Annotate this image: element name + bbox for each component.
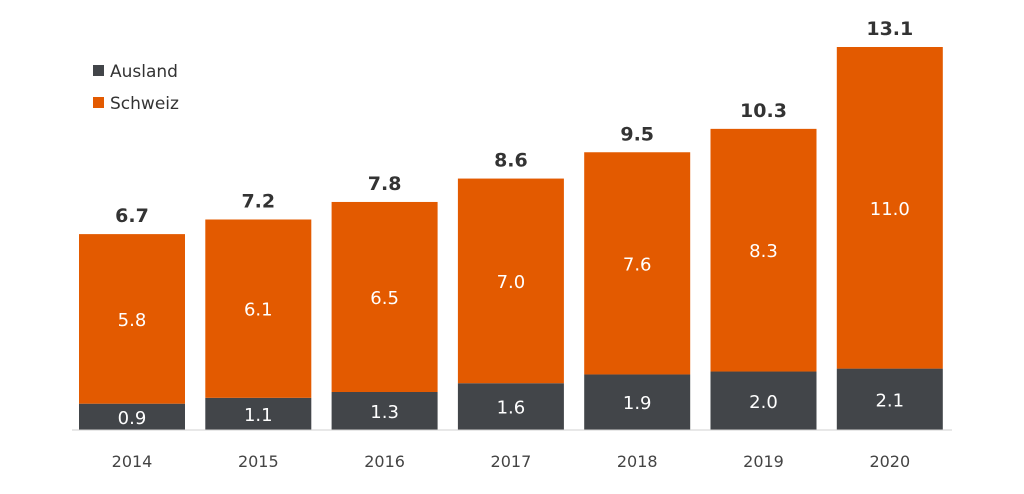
data-label-schweiz-2018: 7.6 (623, 254, 652, 275)
data-label-schweiz-2019: 8.3 (749, 241, 778, 262)
data-label-schweiz-2015: 6.1 (244, 300, 273, 321)
bar-ausland-2014 (79, 403, 185, 430)
bar-schweiz-2020 (836, 47, 943, 369)
data-label-schweiz-2020: 11.0 (870, 199, 910, 220)
legend-label-ausland: Ausland (110, 62, 178, 82)
x-tick-label-2020: 2020 (869, 452, 910, 471)
data-label-ausland-2015: 1.1 (244, 405, 273, 426)
x-axis-ticks: 2014 2015 2016 2017 2018 2019 2020 (112, 452, 911, 471)
bar-schweiz-2014 (79, 234, 185, 404)
bar-schweiz-2018 (584, 152, 691, 375)
data-label-schweiz-2016: 6.5 (370, 288, 399, 309)
bar-schweiz-2019 (710, 128, 817, 372)
bar-ausland-2015 (205, 397, 312, 430)
data-label-ausland-2017: 1.6 (497, 398, 526, 419)
data-label-ausland-2020: 2.1 (875, 390, 904, 411)
legend: Ausland Schweiz (93, 62, 179, 114)
total-label-2018: 9.5 (620, 123, 654, 145)
bars: 0.9 5.8 6.7 1.1 6.1 7.2 1.3 6.5 7.8 1.6 7.0 8.6 1.9 7… (79, 18, 943, 430)
x-tick-label-2019: 2019 (743, 452, 784, 471)
data-label-ausland-2016: 1.3 (370, 402, 399, 423)
data-label-schweiz-2017: 7.0 (497, 272, 526, 293)
data-label-ausland-2018: 1.9 (623, 393, 652, 414)
total-label-2017: 8.6 (494, 150, 528, 172)
x-tick-label-2016: 2016 (364, 452, 405, 471)
data-label-ausland-2019: 2.0 (749, 392, 778, 413)
x-tick-label-2014: 2014 (112, 452, 153, 471)
bar-ausland-2016 (331, 391, 438, 430)
bar-ausland-2018 (584, 374, 691, 430)
legend-swatch-ausland (93, 65, 104, 76)
data-label-ausland-2014: 0.9 (118, 408, 147, 429)
legend-swatch-schweiz (93, 97, 104, 108)
data-label-schweiz-2014: 5.8 (118, 310, 147, 331)
bar-schweiz-2015 (205, 219, 312, 398)
total-label-2020: 13.1 (866, 18, 913, 40)
total-label-2015: 7.2 (241, 190, 275, 212)
total-label-2014: 6.7 (115, 205, 149, 227)
total-label-2016: 7.8 (368, 173, 402, 195)
legend-label-schweiz: Schweiz (110, 94, 179, 114)
bar-schweiz-2017 (457, 178, 564, 384)
bar-ausland-2019 (710, 371, 817, 430)
bar-ausland-2017 (457, 383, 564, 430)
bar-schweiz-2016 (331, 201, 438, 392)
x-tick-label-2018: 2018 (617, 452, 658, 471)
x-tick-label-2017: 2017 (491, 452, 532, 471)
total-label-2019: 10.3 (740, 100, 787, 122)
bar-ausland-2020 (836, 368, 943, 430)
x-tick-label-2015: 2015 (238, 452, 279, 471)
